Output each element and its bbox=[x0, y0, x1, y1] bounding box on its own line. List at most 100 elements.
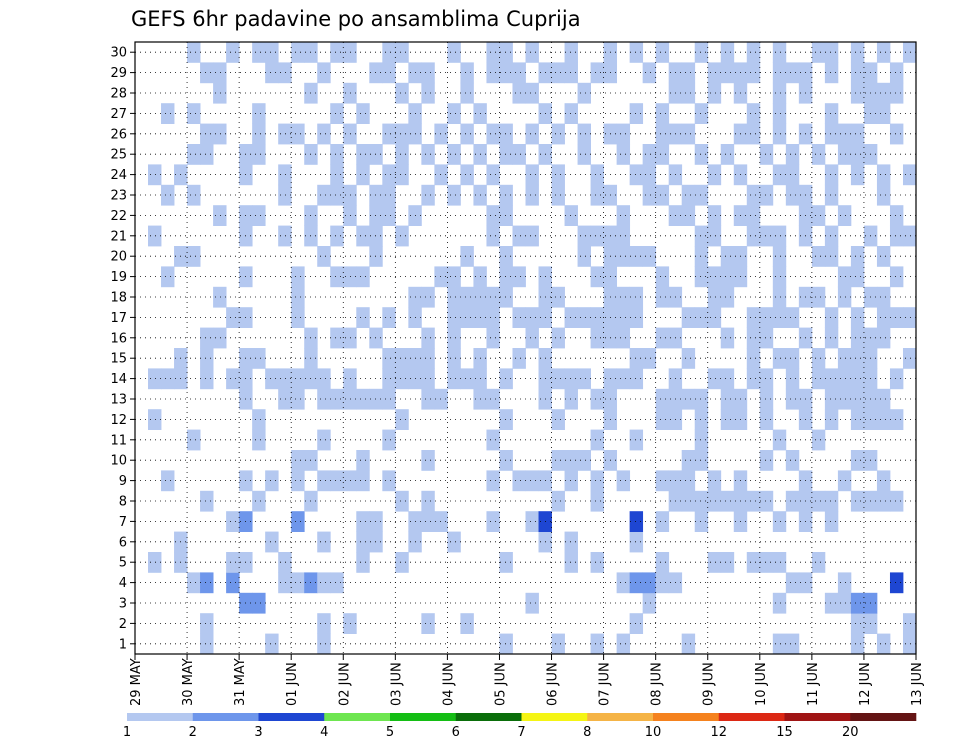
precip-cell bbox=[655, 144, 670, 165]
precip-cell bbox=[330, 42, 344, 63]
precip-cell bbox=[486, 164, 500, 186]
precip-cell bbox=[278, 388, 292, 410]
precip-cell bbox=[291, 470, 305, 492]
precip-cell bbox=[291, 572, 305, 594]
precip-cell bbox=[278, 123, 292, 145]
precip-cell bbox=[187, 144, 201, 165]
precip-cell bbox=[707, 307, 722, 328]
precip-cell bbox=[252, 409, 266, 430]
x-tick-label: 01 JUN bbox=[285, 662, 300, 706]
precip-cell bbox=[681, 184, 696, 206]
y-tick-label: 12 bbox=[110, 413, 127, 428]
precip-cell bbox=[213, 62, 227, 84]
precip-cell bbox=[824, 368, 839, 390]
precip-cell bbox=[720, 266, 735, 288]
precip-cell bbox=[395, 490, 409, 512]
precip-cell bbox=[694, 184, 709, 206]
precip-cell bbox=[876, 246, 891, 267]
precip-cell bbox=[148, 552, 162, 573]
precip-cell bbox=[356, 388, 370, 410]
precip-cell bbox=[616, 144, 631, 165]
precip-cell bbox=[278, 164, 292, 186]
precip-cell bbox=[759, 490, 774, 512]
precip-cell bbox=[889, 205, 904, 226]
precip-cell bbox=[876, 307, 891, 328]
precip-cell bbox=[616, 633, 631, 655]
precip-cell bbox=[837, 592, 852, 614]
y-tick-label: 15 bbox=[110, 352, 127, 367]
y-tick-label: 30 bbox=[110, 46, 127, 61]
precip-cell bbox=[213, 82, 227, 104]
precip-cell bbox=[447, 307, 461, 328]
precip-cell bbox=[317, 62, 331, 84]
precip-cell bbox=[213, 286, 227, 308]
precip-cell bbox=[655, 470, 670, 492]
precip-cell bbox=[317, 470, 331, 492]
precip-cell bbox=[499, 266, 513, 288]
precip-cell bbox=[876, 490, 891, 512]
precip-cell bbox=[577, 246, 591, 267]
precip-cell bbox=[759, 184, 774, 206]
precip-cell bbox=[486, 470, 500, 492]
legend-swatch bbox=[127, 713, 194, 721]
precip-cell bbox=[343, 388, 357, 410]
precip-cell bbox=[499, 450, 513, 471]
precip-cell bbox=[824, 592, 839, 614]
precip-cell bbox=[694, 144, 709, 165]
precip-cell bbox=[850, 164, 865, 186]
precip-cell bbox=[551, 368, 565, 390]
y-tick-label: 4 bbox=[119, 576, 127, 591]
precip-cell bbox=[356, 307, 370, 328]
precip-cell bbox=[278, 572, 292, 594]
precip-cell bbox=[824, 103, 839, 124]
precip-cell bbox=[746, 348, 761, 369]
precip-cell bbox=[681, 388, 696, 410]
precip-cell bbox=[811, 144, 826, 165]
precip-cell bbox=[252, 592, 266, 614]
legend-swatch bbox=[784, 713, 851, 721]
precip-cell bbox=[759, 368, 774, 390]
precip-cell bbox=[525, 470, 539, 492]
precip-cell bbox=[811, 552, 826, 573]
x-tick-label: 05 JUN bbox=[493, 662, 508, 706]
precip-cell bbox=[369, 205, 383, 226]
precip-cell bbox=[343, 470, 357, 492]
precip-cell bbox=[876, 164, 891, 186]
precip-cell bbox=[421, 613, 435, 634]
precip-cell bbox=[850, 246, 865, 267]
precip-cell bbox=[785, 164, 800, 186]
precip-cell bbox=[655, 266, 670, 288]
precip-cell bbox=[447, 144, 461, 165]
precip-cell bbox=[694, 103, 709, 124]
legend-swatch bbox=[390, 713, 457, 721]
precip-cell bbox=[356, 103, 370, 124]
precip-cell bbox=[811, 348, 826, 369]
precip-cell bbox=[720, 286, 735, 308]
precip-cell bbox=[837, 572, 852, 594]
precip-cell bbox=[707, 470, 722, 492]
y-tick-label: 29 bbox=[110, 66, 127, 81]
precip-cell bbox=[330, 184, 344, 206]
precip-cell bbox=[564, 388, 578, 410]
precip-cell bbox=[694, 266, 709, 288]
precip-cell bbox=[681, 205, 696, 226]
precip-cell bbox=[759, 552, 774, 573]
precip-cell bbox=[434, 511, 448, 532]
precip-cell bbox=[850, 490, 865, 512]
precip-cell bbox=[252, 123, 266, 145]
precip-cell bbox=[278, 552, 292, 573]
y-tick-label: 3 bbox=[119, 597, 127, 612]
y-tick-label: 18 bbox=[110, 291, 127, 306]
precip-cell bbox=[772, 552, 787, 573]
precip-cell bbox=[148, 409, 162, 430]
precip-cell bbox=[551, 286, 565, 308]
precip-cell bbox=[564, 42, 578, 63]
precip-cell bbox=[395, 409, 409, 430]
precip-cell bbox=[772, 164, 787, 186]
y-tick-label: 27 bbox=[110, 107, 127, 122]
precip-cell bbox=[785, 368, 800, 390]
precip-cell bbox=[902, 613, 917, 634]
precip-cell bbox=[824, 164, 839, 186]
precip-cell bbox=[850, 348, 865, 369]
precip-cell bbox=[369, 184, 383, 206]
